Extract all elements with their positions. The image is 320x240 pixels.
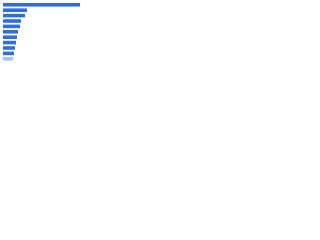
bar	[3, 19, 21, 23]
bar	[3, 51, 14, 56]
bar	[3, 57, 13, 61]
bar	[3, 8, 27, 12]
bar	[3, 24, 20, 29]
page: {"chart_data": {"type": "barh", "categor…	[0, 0, 100, 71]
bar	[3, 40, 16, 45]
bar	[3, 30, 18, 34]
bar	[3, 3, 80, 7]
bar	[3, 13, 25, 18]
bar	[3, 46, 15, 50]
chart	[3, 3, 80, 61]
bar	[3, 35, 17, 39]
